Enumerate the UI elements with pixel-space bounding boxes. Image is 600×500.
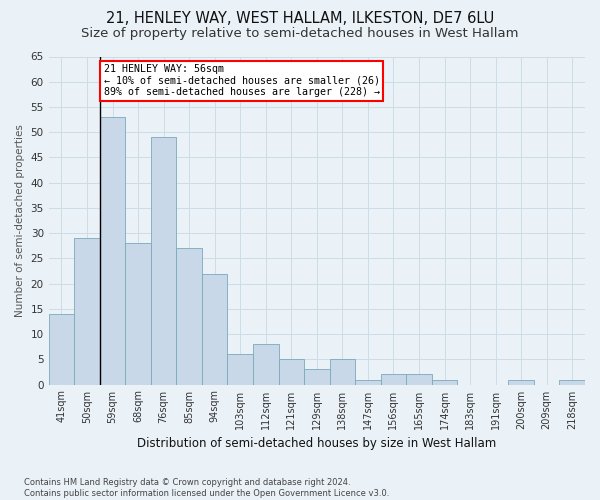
Bar [227, 354, 253, 384]
Text: Contains HM Land Registry data © Crown copyright and database right 2024.
Contai: Contains HM Land Registry data © Crown c… [24, 478, 389, 498]
Text: 21 HENLEY WAY: 56sqm
← 10% of semi-detached houses are smaller (26)
89% of semi-: 21 HENLEY WAY: 56sqm ← 10% of semi-detac… [104, 64, 380, 98]
Bar [151, 138, 176, 384]
Bar [202, 274, 227, 384]
Bar [380, 374, 406, 384]
Bar [74, 238, 100, 384]
Bar [304, 370, 329, 384]
Bar [125, 243, 151, 384]
Bar [278, 360, 304, 384]
Text: Size of property relative to semi-detached houses in West Hallam: Size of property relative to semi-detach… [81, 28, 519, 40]
Bar [355, 380, 380, 384]
Bar [406, 374, 432, 384]
Bar [100, 117, 125, 384]
Text: 21, HENLEY WAY, WEST HALLAM, ILKESTON, DE7 6LU: 21, HENLEY WAY, WEST HALLAM, ILKESTON, D… [106, 11, 494, 26]
Bar [253, 344, 278, 385]
X-axis label: Distribution of semi-detached houses by size in West Hallam: Distribution of semi-detached houses by … [137, 437, 496, 450]
Bar [508, 380, 534, 384]
Bar [49, 314, 74, 384]
Bar [329, 360, 355, 384]
Bar [559, 380, 585, 384]
Bar [176, 248, 202, 384]
Bar [432, 380, 457, 384]
Y-axis label: Number of semi-detached properties: Number of semi-detached properties [15, 124, 25, 317]
